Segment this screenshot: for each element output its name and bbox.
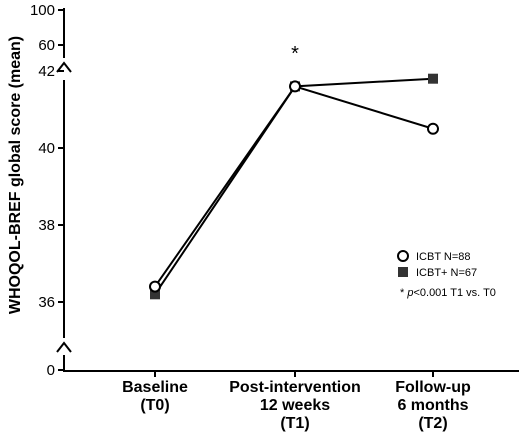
- x-category-label: Baseline (T0): [122, 379, 188, 414]
- y-axis-break-mark-lower: [56, 341, 72, 353]
- y-lower-tick-label: 0: [47, 362, 55, 379]
- y-main-tick-label: 38: [38, 217, 55, 234]
- data-point-square: [428, 73, 438, 84]
- data-point-circle: [427, 122, 439, 135]
- legend-entry-label: ICBT N=88: [416, 251, 471, 263]
- legend-circle-icon: [397, 250, 409, 262]
- data-point-circle: [289, 80, 301, 93]
- y-axis-break-mark-upper: [56, 61, 72, 73]
- legend-square-icon: [398, 267, 408, 277]
- y-upper-tick-label: 100: [30, 2, 55, 19]
- legend: ICBT N=88 ICBT+ N=67 * p<0.001 T1 vs. T0: [397, 250, 496, 299]
- significance-star: *: [291, 43, 299, 65]
- y-axis: [56, 8, 72, 372]
- y-upper-tick-label: 60: [38, 37, 55, 54]
- y-axis-label: WHOQOL-BREF global score (mean): [7, 36, 24, 314]
- data-point-square: [150, 289, 160, 300]
- legend-entry-label: ICBT+ N=67: [416, 267, 477, 279]
- series-layer: [149, 73, 439, 300]
- significance-footnote: * p<0.001 T1 vs. T0: [400, 287, 496, 299]
- annotations: *: [291, 43, 299, 65]
- y-main-tick-label: 42: [38, 63, 55, 80]
- series-line-2: [154, 77, 434, 295]
- y-main-tick-label: 40: [38, 140, 55, 157]
- y-main-tick-label: 36: [38, 294, 55, 311]
- x-category-label: Follow-up 6 months (T2): [395, 379, 471, 432]
- x-ticks: Baseline (T0) Post-intervention 12 weeks (T1…: [122, 371, 471, 432]
- x-category-label: Post-intervention 12 weeks (T1): [229, 379, 361, 432]
- series-line-1: [154, 85, 434, 288]
- data-point-circle: [149, 280, 161, 293]
- y-ticks: 100 60 42 40 38 36 0: [30, 2, 64, 379]
